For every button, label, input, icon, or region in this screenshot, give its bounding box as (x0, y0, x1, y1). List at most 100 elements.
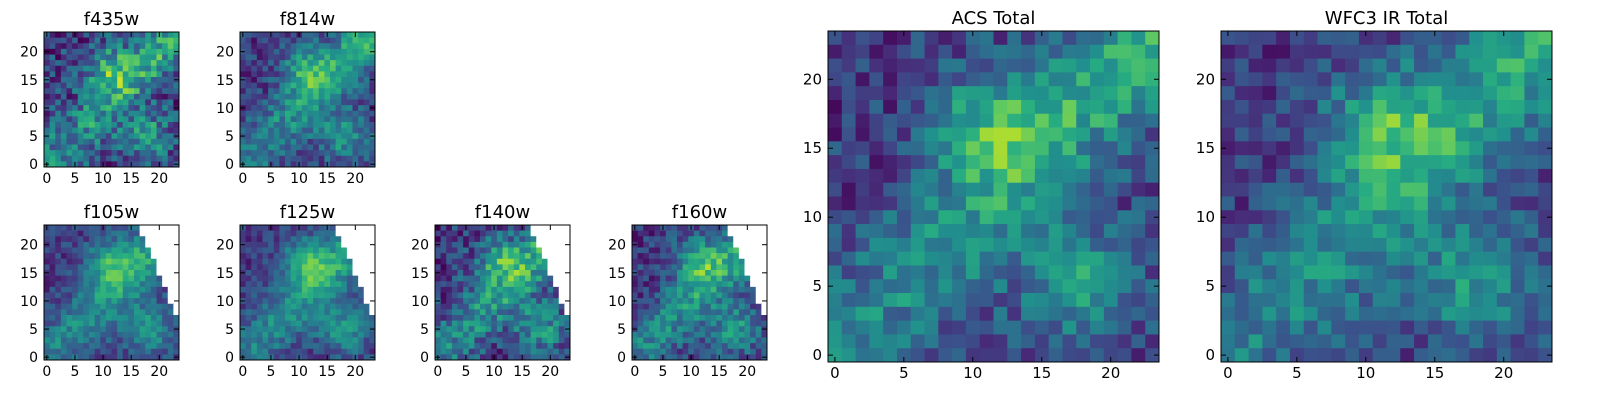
heatmap-cell (1048, 141, 1063, 156)
heatmap-cell (251, 343, 258, 350)
heatmap-cell (251, 292, 258, 299)
heatmap-cell (89, 241, 96, 248)
heatmap-cell (761, 258, 768, 265)
heatmap-cell (363, 315, 370, 322)
heatmap-cell (855, 196, 870, 211)
heatmap-cell (66, 354, 73, 361)
heatmap-cell (1372, 279, 1387, 294)
heatmap-cell (134, 309, 141, 316)
heatmap-cell (525, 281, 532, 288)
heatmap-cell (755, 331, 762, 338)
heatmap-cell (705, 258, 712, 265)
heatmap-cell (94, 82, 101, 89)
heatmap-cell (451, 354, 458, 361)
heatmap-cell (564, 230, 571, 237)
heatmap-cell (451, 253, 458, 260)
y-tick-label: 20 (216, 238, 234, 254)
heatmap-cell (750, 303, 757, 310)
heatmap-cell (1483, 31, 1498, 46)
heatmap-cell (335, 60, 342, 67)
heatmap-cell (660, 230, 667, 237)
heatmap-cell (1317, 168, 1332, 184)
heatmap-cell (94, 116, 101, 123)
heatmap-cell (1358, 196, 1374, 211)
heatmap-cell (335, 343, 342, 350)
heatmap-cell (279, 161, 286, 168)
heatmap-cell (251, 275, 258, 282)
heatmap-cell (363, 48, 370, 55)
heatmap-cell (1469, 251, 1484, 266)
heatmap-cell (513, 354, 520, 361)
heatmap-cell (363, 241, 370, 248)
heatmap-cell (643, 298, 650, 305)
heatmap-cell (369, 236, 376, 243)
heatmap-cell (122, 253, 129, 260)
heatmap-cell (111, 326, 118, 333)
heatmap-cell (883, 127, 898, 142)
heatmap-cell (1276, 210, 1291, 225)
heatmap-cell (256, 225, 263, 232)
heatmap-cell (1414, 58, 1429, 73)
heatmap-cell (318, 264, 325, 271)
heatmap-cell (883, 31, 898, 46)
heatmap-cell (262, 309, 269, 316)
heatmap-cell (938, 237, 953, 253)
heatmap-cell (318, 77, 325, 84)
heatmap-cell (251, 150, 258, 157)
heatmap-cell (1248, 265, 1263, 280)
heatmap-cell (330, 155, 337, 162)
heatmap-cell (553, 286, 560, 293)
heatmap-cell (1386, 31, 1401, 46)
heatmap-cell (519, 331, 526, 338)
heatmap-cell (1048, 293, 1063, 308)
heatmap-cell (519, 270, 526, 277)
heatmap-cell (1496, 293, 1512, 308)
heatmap-cell (105, 93, 112, 100)
heatmap-cell (553, 320, 560, 327)
heatmap-cell (290, 133, 297, 140)
heatmap-cell (94, 71, 101, 78)
heatmap-cell (1048, 86, 1063, 101)
heatmap-cell (117, 343, 124, 350)
heatmap-cell (72, 60, 79, 67)
heatmap-cell (1524, 127, 1539, 142)
heatmap-cell (738, 241, 745, 248)
heatmap-cell (688, 331, 695, 338)
heatmap-cell (1331, 72, 1346, 87)
heatmap-cell (77, 315, 84, 322)
axes-frame (239, 224, 376, 361)
heatmap-cell (162, 60, 169, 67)
heatmap-cell (457, 320, 464, 327)
heatmap-cell (508, 241, 515, 248)
heatmap-cell (1510, 58, 1525, 73)
y-tick-label: 5 (29, 322, 38, 338)
heatmap-cell (530, 264, 537, 271)
heatmap-cell (162, 82, 169, 89)
heatmap-cell (727, 354, 734, 361)
heatmap-cell (938, 127, 953, 142)
heatmap-cell (1234, 72, 1249, 87)
heatmap-cell (268, 54, 275, 61)
heatmap-cell (1090, 168, 1105, 184)
heatmap-cell (134, 298, 141, 305)
heatmap-cell (77, 127, 84, 134)
heatmap-cell (440, 326, 447, 333)
heatmap-cell (1021, 141, 1036, 156)
heatmap-cell (60, 82, 67, 89)
heatmap-cell (66, 43, 73, 50)
heatmap-cell (1062, 196, 1077, 211)
heatmap-cell (841, 334, 856, 349)
heatmap-cell (463, 348, 470, 355)
heatmap-cell (1062, 99, 1077, 115)
heatmap-cell (643, 247, 650, 254)
heatmap-cell (341, 138, 348, 145)
heatmap-cell (1358, 113, 1374, 128)
heatmap-cell (150, 286, 157, 293)
heatmap-cell (665, 331, 672, 338)
heatmap-cell (318, 127, 325, 134)
heatmap-cell (105, 71, 112, 78)
heatmap-cell (307, 138, 314, 145)
heatmap-cell (273, 286, 280, 293)
heatmap-cell (665, 247, 672, 254)
heatmap-cell (660, 331, 667, 338)
